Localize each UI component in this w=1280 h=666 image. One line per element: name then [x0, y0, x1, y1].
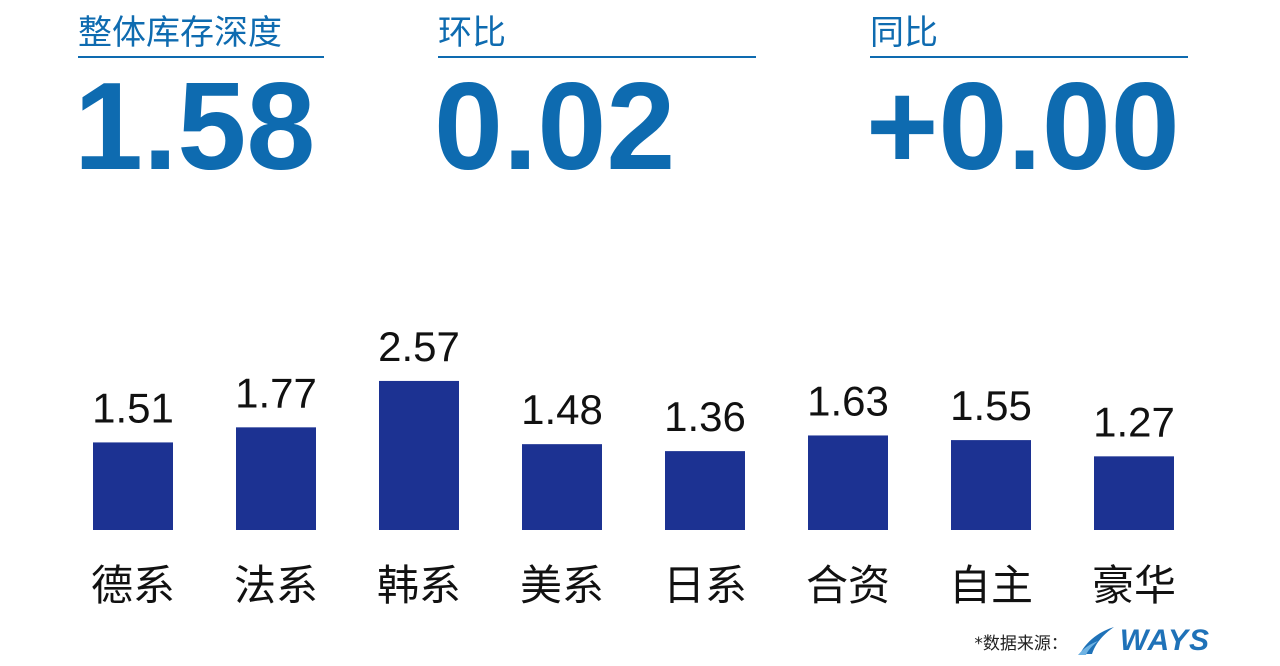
category-label: 自主	[949, 561, 1033, 610]
bar-value-label: 1.51	[92, 384, 174, 431]
bar-豪华	[1094, 456, 1174, 530]
bar-自主	[951, 440, 1031, 530]
kpi-value: 0.02	[434, 58, 676, 196]
bar-value-label: 1.77	[235, 369, 317, 416]
bar-德系	[93, 442, 173, 530]
category-label: 美系	[520, 561, 604, 610]
ways-logo: WAYS	[1076, 624, 1210, 658]
bar-value-label: 1.63	[807, 377, 889, 424]
category-label: 韩系	[377, 561, 461, 610]
kpi-label: 环比	[438, 12, 756, 58]
category-label: 合资	[806, 561, 890, 610]
bar-韩系	[379, 380, 459, 530]
kpi-label: 整体库存深度	[78, 12, 324, 58]
bar-value-label: 1.55	[950, 382, 1032, 429]
bar-美系	[522, 444, 602, 530]
bar-value-label: 1.36	[664, 393, 746, 440]
source-label: *数据来源：	[974, 633, 1068, 654]
bar-法系	[236, 427, 316, 530]
bar-value-label: 1.48	[521, 386, 603, 433]
bar-value-label: 2.57	[378, 323, 460, 370]
category-label: 日系	[663, 561, 747, 610]
bar-日系	[665, 451, 745, 530]
source-footer: *数据来源： WAYS	[974, 624, 1210, 658]
category-label: 德系	[91, 561, 175, 610]
bar-value-label: 1.27	[1093, 398, 1175, 445]
bar-合资	[808, 435, 888, 530]
category-label: 豪华	[1092, 561, 1176, 610]
kpi-value: 1.58	[74, 58, 316, 196]
kpi-label: 同比	[870, 12, 1188, 58]
category-label: 法系	[234, 561, 318, 610]
ways-logo-icon	[1077, 627, 1114, 655]
kpi-value: +0.00	[866, 58, 1180, 196]
logo-text: WAYS	[1119, 624, 1210, 657]
